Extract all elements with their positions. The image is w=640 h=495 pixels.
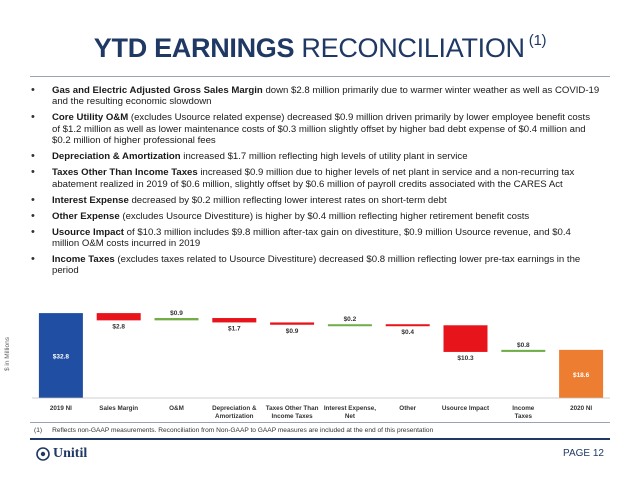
bullet-dot-icon: •	[31, 84, 35, 96]
bullet-heading: Taxes Other Than Income Taxes	[52, 167, 198, 179]
category-label-line: Income Taxes	[272, 413, 314, 420]
bullet-dot-icon: •	[31, 111, 35, 124]
bullet-item: • Taxes Other Than Income Taxes increased…	[24, 166, 600, 190]
bar-value-label: $1.7	[228, 325, 241, 332]
footnote-number: (1)	[34, 427, 43, 434]
bar-value-label: $18.6	[573, 372, 590, 379]
page-title: YTD EARNINGS RECONCILIATION (1)	[0, 32, 640, 64]
waterfall-bar	[501, 349, 546, 352]
bullet-heading: Depreciation & Amortization	[52, 151, 181, 163]
bullet-text: down $2.8 million primarily due to warme…	[52, 85, 600, 108]
category-label-line: Net	[345, 413, 356, 420]
category-label-line: Amortization	[215, 413, 254, 420]
bullet-heading: Core Utility O&M	[52, 112, 129, 124]
bullet-text: (excludes Usource related expense) decre…	[52, 112, 591, 147]
category-label: Sales Margin	[99, 405, 138, 412]
bullet-list: • Gas and Electric Adjusted Gross Sales M…	[24, 84, 600, 281]
bullet-item: • Income Taxes (excludes taxes related to…	[24, 253, 600, 277]
bar-value-label: $0.8	[517, 342, 530, 349]
bullet-text: (excludes taxes related to Usource Dives…	[52, 254, 581, 277]
bar-value-label: $32.8	[53, 354, 70, 361]
bar-value-label: $10.3	[457, 355, 474, 362]
footer-bar	[30, 438, 610, 440]
footnote: (1) Reflects non-GAAP measurements. Recon…	[34, 427, 433, 434]
footnote-text: Reflects non-GAAP measurements. Reconcil…	[52, 427, 434, 434]
waterfall-bar	[327, 324, 372, 327]
page-number: PAGE 12	[563, 448, 604, 459]
category-label-line: Sales Margin	[99, 405, 138, 412]
title-bold: YTD EARNINGS	[93, 33, 295, 63]
logo-text: Unitil	[53, 446, 88, 461]
y-axis-label: $ in Millions	[4, 336, 11, 371]
bullet-item: • Gas and Electric Adjusted Gross Sales M…	[24, 84, 600, 108]
category-label: Usource Impact	[442, 405, 490, 412]
bullet-heading: Other Expense	[52, 210, 120, 222]
title-rest: RECONCILIATION	[294, 33, 525, 63]
bar-value-label: $2.8	[112, 323, 125, 330]
bullet-item: • Core Utility O&M (excludes Usource rela…	[24, 111, 600, 147]
bullet-heading: Usource Impact	[52, 226, 124, 238]
bullet-item: • Interest Expense decreased by $0.2 mill…	[24, 193, 600, 206]
category-label-line: Taxes	[515, 413, 533, 420]
waterfall-bar	[38, 313, 83, 398]
bullet-heading: Interest Expense	[52, 194, 129, 206]
category-label: 2019 NI	[50, 405, 72, 412]
bullet-dot-icon: •	[31, 209, 35, 222]
waterfall-bar	[385, 324, 430, 327]
category-label: Other	[399, 405, 416, 412]
title-footnote-ref: (1)	[528, 32, 547, 49]
bullet-text: increased $1.7 million reflecting high l…	[180, 151, 468, 163]
company-logo: Unitil	[36, 446, 87, 462]
bullet-dot-icon: •	[31, 193, 35, 206]
category-label: Interest Expense, Net	[324, 405, 376, 420]
bar-value-label: $0.4	[401, 329, 414, 336]
category-label: 2020 NI	[570, 405, 592, 412]
waterfall-bar	[559, 349, 604, 398]
bullet-item: • Depreciation & Amortization increased $…	[24, 150, 600, 163]
bullet-item: • Usource Impact of $10.3 million include…	[24, 225, 600, 250]
bullet-text: of $10.3 million includes $9.8 million a…	[52, 226, 571, 250]
category-label-line: O&M	[169, 405, 184, 412]
category-label: Taxes Other Than Income Taxes	[266, 405, 319, 420]
bullet-text: decreased by $0.2 million reflecting low…	[128, 194, 447, 206]
logo-mark-icon	[36, 447, 50, 461]
waterfall-bar	[96, 313, 141, 321]
waterfall-bar	[443, 325, 488, 352]
bullet-dot-icon: •	[31, 166, 35, 179]
bullet-heading: Income Taxes	[52, 254, 115, 266]
bullet-dot-icon: •	[31, 253, 35, 266]
category-label-line: Income	[512, 405, 535, 412]
category-label-line: 2019 NI	[50, 405, 72, 412]
category-label-line: Taxes Other Than	[266, 405, 319, 412]
bar-value-label: $0.9	[170, 310, 183, 317]
bar-value-label: $0.2	[344, 316, 357, 323]
waterfall-chart: $ in Millions $32.8 2019 NI $2.8 Sales Margi…	[4, 310, 610, 420]
category-label-line: Other	[399, 405, 416, 412]
bullet-heading: Gas and Electric Adjusted Gross Sales Ma…	[52, 85, 263, 96]
title-divider	[30, 76, 610, 77]
bullet-text: increased $0.9 million due to higher lev…	[52, 167, 575, 190]
category-label: Income Taxes	[512, 405, 535, 420]
footnote-divider	[30, 422, 610, 423]
category-label-line: 2020 NI	[570, 405, 592, 412]
waterfall-bar	[270, 322, 315, 325]
waterfall-bar	[154, 318, 199, 321]
waterfall-bar	[212, 318, 257, 323]
bullet-text: (excludes Usource Divestiture) is higher…	[119, 210, 530, 222]
category-label-line: Interest Expense,	[324, 405, 376, 412]
bullet-dot-icon: •	[31, 225, 35, 238]
category-label: Depreciation & Amortization	[212, 405, 257, 420]
bullet-dot-icon: •	[31, 150, 35, 163]
category-label-line: Usource Impact	[442, 405, 490, 412]
category-label-line: Depreciation &	[212, 405, 257, 412]
category-label: O&M	[169, 405, 184, 412]
bar-value-label: $0.9	[286, 328, 299, 335]
bullet-item: • Other Expense (excludes Usource Divesti…	[24, 209, 600, 222]
